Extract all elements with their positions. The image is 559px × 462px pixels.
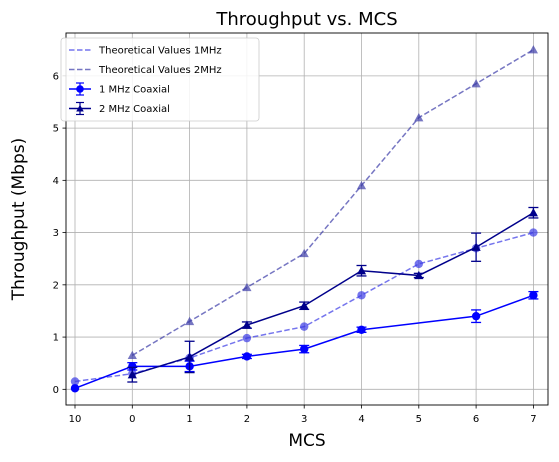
- data-point: [528, 208, 538, 217]
- x-tick-label: 7: [530, 414, 536, 425]
- data-point: [242, 282, 252, 292]
- data-point: [128, 362, 137, 371]
- x-tick-label: 10: [69, 414, 82, 425]
- data-point: [70, 384, 80, 393]
- legend-label: 2 MHz Coaxial: [99, 104, 170, 115]
- chart-title: Throughput vs. MCS: [215, 9, 397, 30]
- x-tick-label: 2: [244, 414, 250, 425]
- legend-marker: [76, 85, 84, 93]
- y-tick-label: 5: [53, 124, 59, 135]
- data-point: [242, 320, 252, 329]
- data-point: [528, 45, 538, 54]
- x-tick-label: 6: [473, 414, 479, 425]
- y-tick-label: 2: [53, 280, 59, 291]
- x-tick-label: 1: [186, 414, 192, 425]
- data-point: [471, 242, 481, 251]
- legend-box: [60, 37, 260, 122]
- data-point: [185, 352, 195, 361]
- data-point: [127, 350, 137, 360]
- plot-frame: [65, 32, 549, 406]
- legend-label: Theoretical Values 1MHz: [98, 46, 222, 57]
- y-tick-label: 1: [53, 333, 59, 344]
- data-point: [127, 370, 137, 379]
- y-tick-label: 4: [53, 176, 59, 187]
- x-axis-label: MCS: [288, 431, 325, 451]
- legend: Theoretical Values 1MHz Theoretical Value…: [60, 37, 260, 122]
- data-point: [357, 291, 366, 300]
- series-line: [132, 212, 534, 376]
- series-3: [127, 206, 539, 383]
- data-point: [414, 113, 424, 122]
- data-point: [414, 270, 424, 280]
- legend-marker: [76, 104, 84, 112]
- data-point: [299, 248, 309, 258]
- data-point: [242, 352, 252, 361]
- y-axis-label: Throughput (Mbps): [9, 138, 29, 302]
- x-tick-label: 0: [129, 414, 135, 425]
- data-point: [529, 291, 538, 300]
- x-tick-label: 4: [358, 414, 364, 425]
- data-point: [299, 301, 309, 310]
- data-point: [357, 325, 366, 334]
- y-tick-label: 6: [53, 71, 59, 82]
- data-point: [356, 180, 367, 190]
- data-point: [185, 316, 195, 326]
- series-line: [74, 294, 534, 389]
- data-point: [356, 266, 367, 275]
- data-point: [414, 259, 423, 269]
- data-point: [242, 333, 252, 343]
- legend-label: Theoretical Values 2MHz: [98, 65, 222, 76]
- series-1: [127, 45, 538, 360]
- data-point: [70, 377, 80, 386]
- y-tick-label: 0: [53, 385, 59, 396]
- data-point: [471, 79, 481, 88]
- data-point: [529, 228, 538, 237]
- y-tick-label: 3: [53, 228, 59, 239]
- x-tick-label: 5: [416, 414, 422, 425]
- legend-label: 1 MHz Coaxial: [99, 85, 170, 96]
- series-group: [70, 45, 539, 393]
- data-point: [300, 322, 309, 331]
- x-tick-label: 3: [301, 414, 307, 425]
- grid: [66, 33, 548, 405]
- data-point: [471, 311, 481, 321]
- data-point: [300, 344, 309, 354]
- ticks: 10 0 1 2 3 4 5 6 7 0 1 2 3 4 5 6: [53, 71, 537, 425]
- series-line: [131, 49, 534, 357]
